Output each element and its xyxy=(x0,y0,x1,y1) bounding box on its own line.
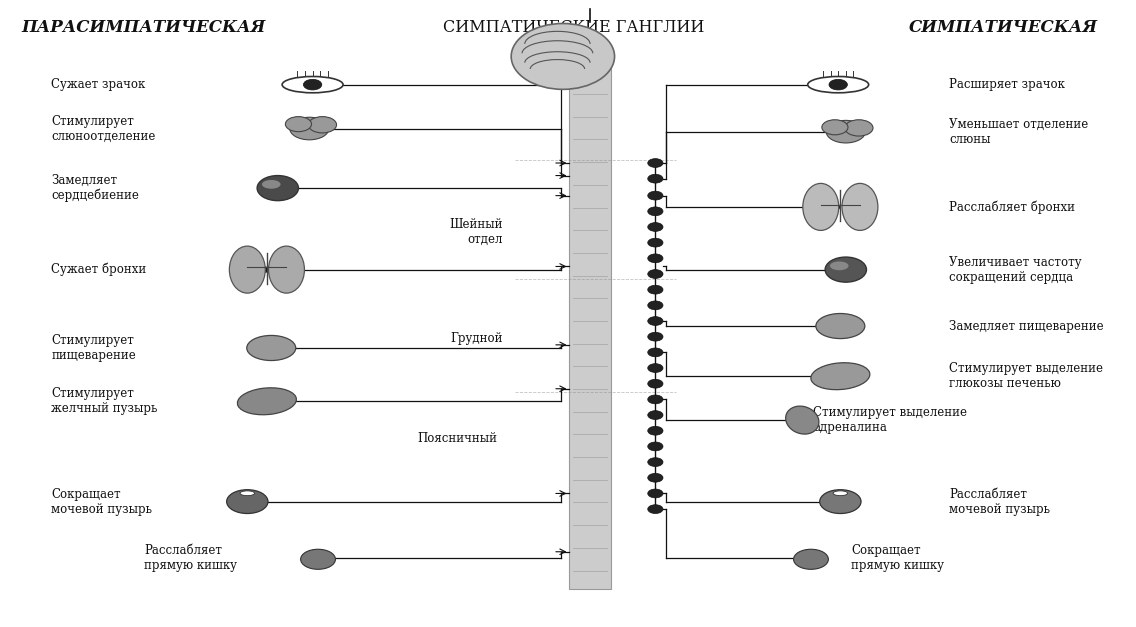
Circle shape xyxy=(648,426,663,435)
Ellipse shape xyxy=(803,183,838,230)
Circle shape xyxy=(302,125,312,132)
Circle shape xyxy=(648,473,663,482)
Circle shape xyxy=(648,254,663,263)
Circle shape xyxy=(648,489,663,498)
Ellipse shape xyxy=(240,491,254,495)
Circle shape xyxy=(835,498,846,505)
Circle shape xyxy=(648,238,663,247)
Ellipse shape xyxy=(301,549,335,569)
Circle shape xyxy=(648,223,663,231)
Text: Сокращает
мочевой пузырь: Сокращает мочевой пузырь xyxy=(51,488,152,515)
Circle shape xyxy=(264,345,275,351)
Circle shape xyxy=(648,364,663,372)
Text: Стимулирует выделение
глюкозы печенью: Стимулирует выделение глюкозы печенью xyxy=(950,362,1103,390)
Circle shape xyxy=(648,458,663,466)
Circle shape xyxy=(648,395,663,404)
Circle shape xyxy=(826,120,866,143)
Text: СИМПАТИЧЕСКАЯ: СИМПАТИЧЕСКАЯ xyxy=(909,19,1099,36)
Text: Замедляет
сердцебиение: Замедляет сердцебиение xyxy=(51,174,140,203)
Text: Стимулирует
желчный пузырь: Стимулирует желчный пузырь xyxy=(51,387,158,415)
Ellipse shape xyxy=(830,261,849,270)
Circle shape xyxy=(303,80,321,90)
Circle shape xyxy=(308,117,336,133)
Ellipse shape xyxy=(786,406,819,434)
Ellipse shape xyxy=(816,314,864,339)
Ellipse shape xyxy=(820,490,861,514)
Ellipse shape xyxy=(808,76,869,93)
Circle shape xyxy=(648,270,663,278)
Circle shape xyxy=(808,555,819,561)
Ellipse shape xyxy=(794,549,828,569)
Circle shape xyxy=(648,348,663,357)
Circle shape xyxy=(275,185,285,191)
Ellipse shape xyxy=(833,491,847,495)
Ellipse shape xyxy=(811,363,870,389)
Ellipse shape xyxy=(227,490,268,514)
Text: ПАРАСИМПАТИЧЕСКАЯ: ПАРАСИМПАТИЧЕСКАЯ xyxy=(22,19,266,36)
Text: Сужает зрачок: Сужает зрачок xyxy=(51,78,145,91)
Ellipse shape xyxy=(282,76,343,93)
Ellipse shape xyxy=(237,388,296,414)
Text: Сокращает
прямую кишку: Сокращает прямую кишку xyxy=(851,544,944,572)
Circle shape xyxy=(821,120,847,135)
Ellipse shape xyxy=(257,176,299,201)
Text: Шейный
отдел: Шейный отдел xyxy=(450,218,503,246)
Circle shape xyxy=(845,120,872,136)
Circle shape xyxy=(648,159,663,167)
Circle shape xyxy=(829,204,841,210)
Circle shape xyxy=(242,498,252,505)
Ellipse shape xyxy=(842,183,878,230)
Ellipse shape xyxy=(825,257,867,282)
Circle shape xyxy=(285,117,311,132)
Circle shape xyxy=(648,317,663,325)
Ellipse shape xyxy=(247,335,295,361)
Text: Расслабляет
мочевой пузырь: Расслабляет мочевой пузырь xyxy=(950,488,1050,515)
Circle shape xyxy=(258,266,269,273)
Circle shape xyxy=(648,191,663,200)
Text: Замедляет пищеварение: Замедляет пищеварение xyxy=(950,320,1104,332)
Circle shape xyxy=(307,82,318,88)
Ellipse shape xyxy=(268,246,304,293)
Circle shape xyxy=(796,417,808,423)
Circle shape xyxy=(648,442,663,451)
Circle shape xyxy=(312,555,324,561)
Bar xyxy=(569,63,611,589)
Text: Сужает бронхи: Сужает бронхи xyxy=(51,263,147,277)
Text: Расслабляет
прямую кишку: Расслабляет прямую кишку xyxy=(144,544,237,572)
Ellipse shape xyxy=(229,246,266,293)
Circle shape xyxy=(290,117,329,140)
Circle shape xyxy=(835,82,846,88)
Ellipse shape xyxy=(262,180,281,189)
Circle shape xyxy=(648,285,663,294)
Text: СИМПАТИЧЕСКИЕ ГАНГЛИИ: СИМПАТИЧЕСКИЕ ГАНГЛИИ xyxy=(443,19,704,36)
Circle shape xyxy=(648,411,663,419)
Text: Расширяет зрачок: Расширяет зрачок xyxy=(950,78,1066,91)
Circle shape xyxy=(648,379,663,388)
Text: Увеличивает частоту
сокращений сердца: Увеличивает частоту сокращений сердца xyxy=(950,256,1081,283)
Text: Стимулирует
пищеварение: Стимулирует пищеварение xyxy=(51,334,136,362)
Circle shape xyxy=(841,266,851,273)
Text: Стимулирует выделение
адреналина: Стимулирует выделение адреналина xyxy=(813,406,967,434)
Text: Расслабляет бронхи: Расслабляет бронхи xyxy=(950,200,1075,214)
Circle shape xyxy=(841,129,851,135)
Circle shape xyxy=(648,174,663,183)
Circle shape xyxy=(835,323,846,329)
Text: Поясничный: Поясничный xyxy=(418,433,498,445)
Circle shape xyxy=(258,398,269,404)
Text: Стимулирует
слюноотделение: Стимулирует слюноотделение xyxy=(51,115,156,142)
Circle shape xyxy=(648,207,663,216)
Text: Грудной: Грудной xyxy=(451,332,503,345)
Circle shape xyxy=(829,80,847,90)
Circle shape xyxy=(648,301,663,310)
Circle shape xyxy=(648,332,663,341)
Circle shape xyxy=(648,505,663,514)
Text: Уменьшает отделение
слюны: Уменьшает отделение слюны xyxy=(950,118,1088,145)
Ellipse shape xyxy=(511,23,615,89)
Circle shape xyxy=(835,373,846,379)
